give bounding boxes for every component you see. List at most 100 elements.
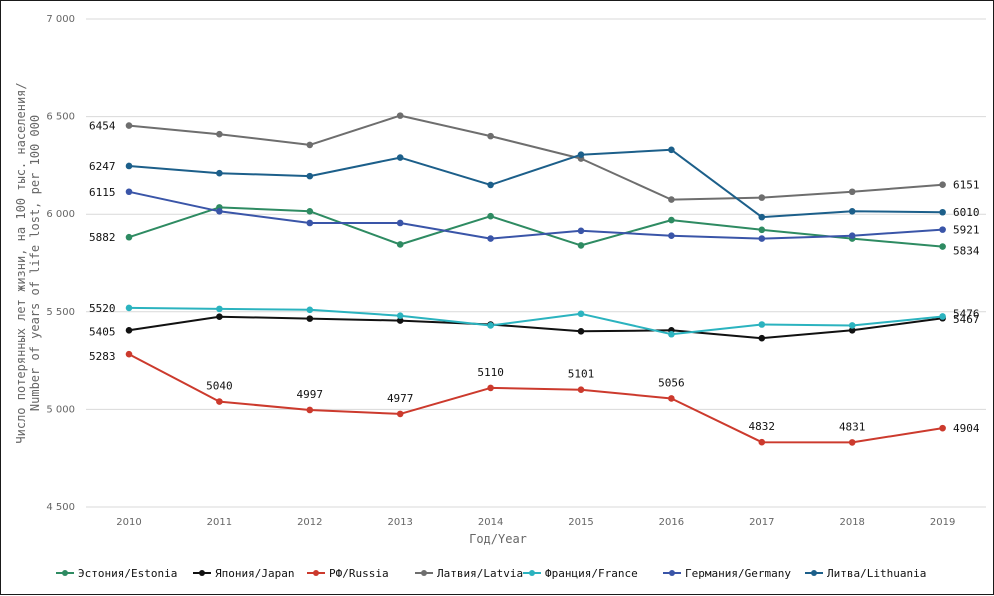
data-label: 5101 xyxy=(568,368,595,381)
data-point xyxy=(668,196,675,203)
data-point xyxy=(396,312,404,320)
data-point xyxy=(306,306,314,314)
y-tick-label: 5 500 xyxy=(46,307,75,318)
data-label: 6247 xyxy=(89,160,116,173)
x-tick-label: 2015 xyxy=(568,517,593,528)
data-point xyxy=(487,322,494,329)
series-line-3 xyxy=(128,114,943,201)
legend-label: Латвия/Latvia xyxy=(437,567,523,580)
data-point xyxy=(848,327,856,334)
data-point xyxy=(487,235,494,242)
data-point xyxy=(758,194,766,201)
data-point xyxy=(668,330,675,338)
data-point xyxy=(306,406,314,414)
x-tick-label: 2011 xyxy=(207,517,232,528)
data-label: 5283 xyxy=(89,350,116,363)
data-point xyxy=(577,242,585,249)
legend-item: Германия/Germany xyxy=(663,567,791,580)
data-point xyxy=(487,181,494,189)
series-points xyxy=(125,112,946,446)
data-point xyxy=(125,350,133,358)
legend-swatch-marker xyxy=(62,570,68,576)
data-point xyxy=(396,241,404,248)
series-line-6 xyxy=(128,148,943,219)
data-label: 6115 xyxy=(89,186,116,199)
y-axis-ticks: 4 500 5 000 5 500 6 000 6 500 7 000 xyxy=(46,14,75,513)
data-point xyxy=(396,112,404,119)
data-point xyxy=(939,208,946,216)
data-point xyxy=(668,395,675,402)
data-labels: 5882 5834 5405 5467 5283 5040 4997 4977 5110 5101… xyxy=(89,120,980,436)
data-point xyxy=(848,232,856,239)
data-point xyxy=(577,328,585,335)
y-tick-label: 6 500 xyxy=(46,112,75,123)
series-lines xyxy=(128,114,943,444)
data-point xyxy=(125,188,133,196)
x-tick-label: 2017 xyxy=(749,517,774,528)
legend-label: Франция/France xyxy=(545,567,638,580)
data-point xyxy=(758,235,766,242)
data-label: 6151 xyxy=(953,179,980,192)
data-point xyxy=(939,313,946,320)
legend-swatch-marker xyxy=(529,570,535,576)
data-point xyxy=(939,243,946,250)
data-label: 4831 xyxy=(839,420,866,433)
legend-label: Эстония/Estonia xyxy=(78,567,177,580)
data-label: 5405 xyxy=(89,325,116,338)
series-line-4 xyxy=(128,306,943,336)
data-label: 5040 xyxy=(206,380,233,393)
data-point xyxy=(939,181,946,189)
x-axis-ticks: 2010 2011 2012 2013 2014 2015 2016 2017 2018 2019 xyxy=(116,517,955,528)
data-label: 4904 xyxy=(953,422,980,435)
data-point xyxy=(396,410,404,418)
data-point xyxy=(487,212,494,220)
legend-swatch-marker xyxy=(421,570,427,576)
legend-label: Литва/Lithuania xyxy=(827,567,926,580)
data-point xyxy=(758,213,766,221)
series-line-5 xyxy=(128,190,943,240)
data-point xyxy=(306,315,314,322)
data-point xyxy=(396,219,404,227)
x-tick-label: 2013 xyxy=(387,517,412,528)
data-label: 5467 xyxy=(953,313,980,326)
data-label: 5834 xyxy=(953,245,980,258)
y-tick-label: 6 000 xyxy=(46,209,75,220)
data-label: 5520 xyxy=(89,302,116,315)
data-point xyxy=(125,122,133,129)
x-tick-label: 2019 xyxy=(930,517,955,528)
data-point xyxy=(848,439,856,446)
y-axis-title-line-2: Number of years of life lost, per 100 00… xyxy=(28,115,42,411)
data-point xyxy=(848,322,856,329)
x-tick-label: 2010 xyxy=(116,517,141,528)
x-axis-title: Год/Year xyxy=(469,532,527,546)
y-tick-label: 4 500 xyxy=(46,502,75,513)
legend-item: Эстония/Estonia xyxy=(56,567,177,580)
data-point xyxy=(668,146,675,154)
legend-swatch-marker xyxy=(199,570,205,576)
x-tick-label: 2012 xyxy=(297,517,322,528)
legend-label: Германия/Germany xyxy=(685,567,791,580)
data-label: 4977 xyxy=(387,392,414,405)
data-point xyxy=(216,207,223,215)
legend: Эстония/Estonia Япония/Japan РФ/Russia Латв… xyxy=(56,567,926,580)
y-tick-label: 5 000 xyxy=(46,404,75,415)
data-label: 5476 xyxy=(953,307,980,320)
data-point xyxy=(668,216,675,224)
legend-swatch-marker xyxy=(811,570,817,576)
data-label: 6454 xyxy=(89,120,116,133)
data-point xyxy=(577,227,585,235)
y-axis-title: Число потерянных лет жизни, на 100 тыс. … xyxy=(14,82,42,443)
data-point xyxy=(216,305,223,313)
data-label: 5921 xyxy=(953,224,980,237)
data-point xyxy=(125,233,133,241)
data-point xyxy=(125,162,133,170)
data-point xyxy=(668,232,675,239)
data-point xyxy=(577,310,585,318)
data-point xyxy=(577,386,585,393)
legend-label: РФ/Russia xyxy=(329,567,389,580)
data-point xyxy=(758,438,766,446)
data-point xyxy=(487,384,494,392)
data-point xyxy=(939,424,946,432)
data-label: 5110 xyxy=(477,366,504,379)
data-label: 4997 xyxy=(297,388,324,401)
